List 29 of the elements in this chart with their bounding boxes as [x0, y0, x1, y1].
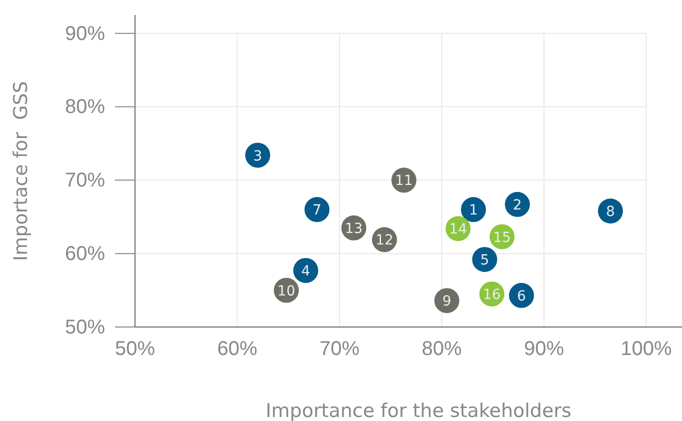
annotation: 4: [301, 264, 310, 280]
y-tick-label: 50%: [64, 316, 106, 338]
x-tick-label: 50%: [114, 338, 156, 360]
annotation: 12: [376, 232, 394, 249]
annotation: 7: [312, 202, 322, 219]
annotation: 15: [493, 230, 511, 246]
x-tick-label: 100%: [620, 338, 672, 360]
annotation: 6: [517, 288, 526, 304]
annotation: 16: [482, 287, 501, 304]
annotation: 14: [449, 222, 468, 238]
x-axis-title: Importance for the stakeholders: [266, 400, 572, 421]
y-tick-label: 80%: [64, 96, 106, 118]
annotation: 3: [253, 148, 262, 164]
annotation: 2: [512, 197, 522, 214]
y-tick-label: 90%: [64, 22, 106, 45]
annotation: 8: [606, 204, 615, 220]
x-tick-label: 70%: [319, 338, 360, 360]
annotation: 5: [480, 252, 490, 268]
x-tick-label: 60%: [217, 338, 258, 360]
x-tick-label: 90%: [524, 338, 564, 360]
y-tick-label: 60%: [64, 242, 106, 265]
annotation: 1: [468, 202, 478, 219]
annotation: 10: [277, 283, 296, 300]
y-axis-title: Importace for GSS: [10, 81, 32, 261]
annotation: 9: [442, 294, 452, 310]
x-tick-label: 80%: [422, 338, 462, 360]
y-tick-label: 70%: [64, 170, 106, 192]
annotation: 13: [344, 220, 363, 237]
annotation: 11: [394, 173, 413, 190]
